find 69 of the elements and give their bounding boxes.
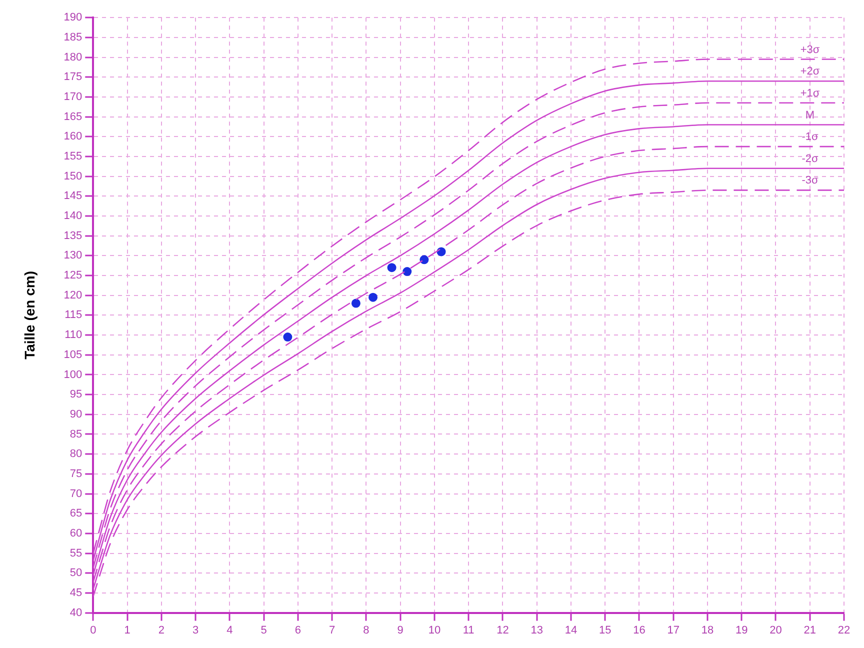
x-tick-label: 19 xyxy=(735,624,748,636)
y-tick-label: 40 xyxy=(70,606,82,619)
y-tick-label: 140 xyxy=(64,210,82,222)
y-tick-label: 85 xyxy=(70,428,82,440)
x-tick-label: 3 xyxy=(192,624,199,636)
x-tick-label: 11 xyxy=(462,624,474,636)
y-tick-label: 180 xyxy=(64,51,82,64)
y-tick-label: 170 xyxy=(64,90,82,103)
y-tick-label: 125 xyxy=(64,270,82,282)
y-tick-label: 115 xyxy=(64,309,82,322)
x-tick-label: 16 xyxy=(633,624,646,636)
annotation: -2σ xyxy=(802,152,818,165)
x-tick-label: 6 xyxy=(294,624,301,636)
x-tick-label: 20 xyxy=(770,624,782,636)
y-tick-label: 120 xyxy=(64,289,82,302)
x-tick-label: 9 xyxy=(397,624,404,636)
x-tick-label: 18 xyxy=(701,624,714,636)
point xyxy=(420,255,429,264)
y-tick-label: 175 xyxy=(64,71,82,84)
y-tick-label: 50 xyxy=(70,567,82,580)
x-tick-label: 2 xyxy=(158,624,164,636)
y-tick-label: 80 xyxy=(70,448,82,460)
y-tick-label: 45 xyxy=(70,586,82,599)
point xyxy=(351,298,360,308)
y-tick-label: 130 xyxy=(64,250,82,262)
annotation: -3σ xyxy=(802,174,818,187)
y-tick-label: 145 xyxy=(64,190,82,202)
y-tick-label: 65 xyxy=(70,508,82,520)
y-tick-label: 105 xyxy=(64,348,82,361)
x-tick-label: 12 xyxy=(496,624,509,636)
y-tick-label: 190 xyxy=(64,12,82,24)
x-tick-label: 4 xyxy=(226,624,233,636)
x-tick-label: 15 xyxy=(598,624,612,636)
y-tick-label: 90 xyxy=(70,408,82,420)
x-tick-label: 21 xyxy=(804,624,816,636)
annotation: +1σ xyxy=(800,87,820,100)
annotation: +3σ xyxy=(800,44,820,56)
y-tick-label: 185 xyxy=(64,31,82,44)
point xyxy=(368,292,378,302)
y-tick-label: 165 xyxy=(64,110,82,123)
point xyxy=(402,267,412,276)
y-tick-label: 75 xyxy=(70,468,82,480)
y-tick-label: 135 xyxy=(64,230,82,242)
x-tick-label: 17 xyxy=(667,624,680,636)
x-tick-label: 0 xyxy=(90,624,96,636)
y-tick-label: 70 xyxy=(70,488,82,500)
point xyxy=(436,247,446,256)
x-tick-label: 8 xyxy=(363,624,370,636)
y-tick-label: 110 xyxy=(64,329,82,342)
y-tick-label: 150 xyxy=(64,170,82,182)
y-tick-label: 100 xyxy=(64,368,82,381)
y-tick-label: 55 xyxy=(70,547,82,560)
x-tick-label: 14 xyxy=(564,624,578,636)
x-tick-label: 22 xyxy=(838,624,850,636)
point xyxy=(283,332,292,342)
x-tick-label: 13 xyxy=(530,624,543,636)
annotation: M xyxy=(805,109,815,122)
point xyxy=(387,263,396,272)
annotation: +2σ xyxy=(800,66,820,78)
x-tick-label: 1 xyxy=(124,624,130,636)
y-tick-label: 160 xyxy=(64,130,82,143)
y-tick-label: 155 xyxy=(64,150,82,163)
annotation: -1σ xyxy=(802,131,818,144)
x-tick-label: 7 xyxy=(328,624,336,636)
y-tick-label: 60 xyxy=(70,527,82,540)
x-tick-label: 10 xyxy=(428,624,441,636)
y-axis-title: Taille (en cm) xyxy=(21,270,38,360)
y-tick-label: 95 xyxy=(70,388,82,401)
x-tick-label: 5 xyxy=(260,624,267,636)
